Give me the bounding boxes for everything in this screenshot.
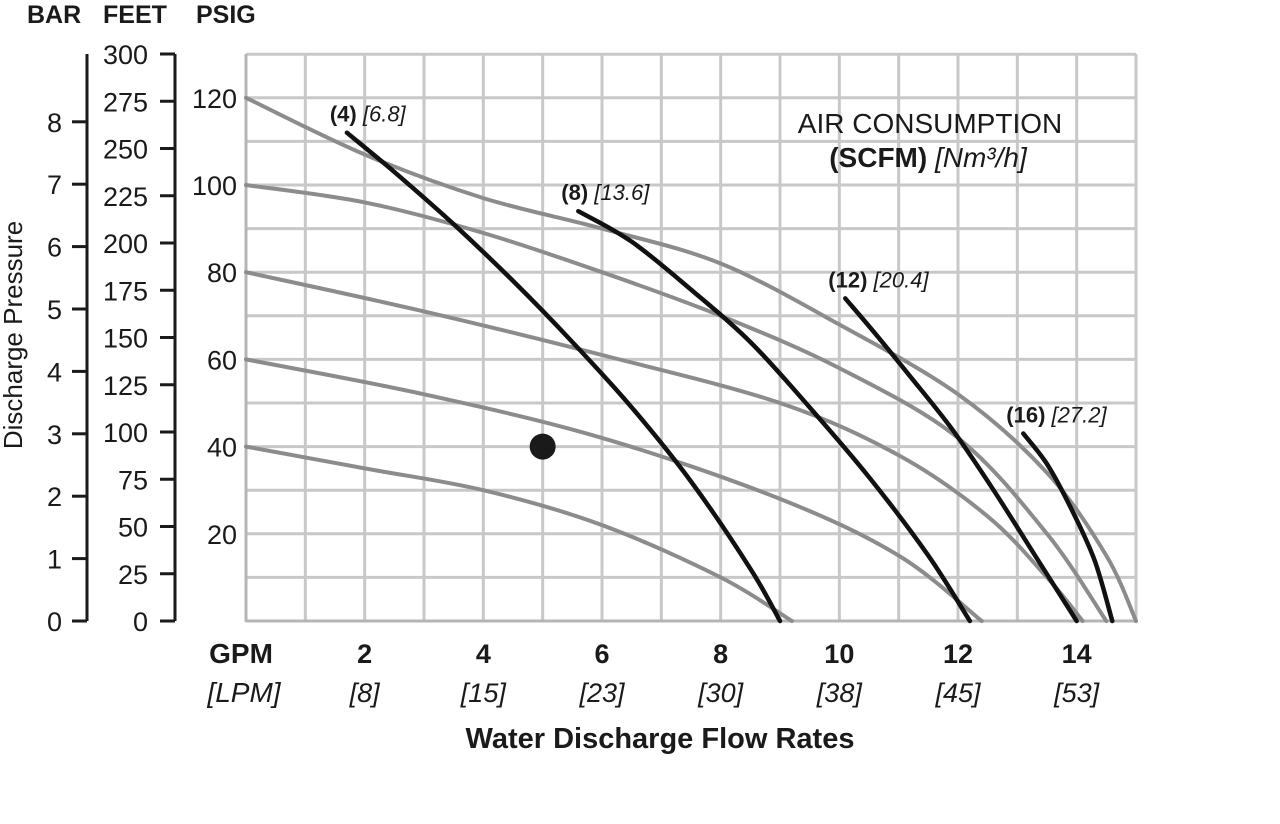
feet-tick-label: 150 (103, 324, 148, 354)
x-tick-label-lpm: [8] (349, 678, 382, 708)
marker-point (529, 433, 556, 460)
air-curve-label-1: (4) [6.8] (330, 102, 407, 127)
air-consumption-labels: (4) [6.8] (8) [13.6] (12) [20.4] (16) [27.2… (330, 102, 1108, 428)
x-tick-label-gpm: 4 (476, 639, 491, 669)
x-tick-label-gpm: 14 (1062, 639, 1092, 669)
air-consumption-curve-4 (1021, 431, 1115, 624)
tick-labels: 2040608010012002550751001251501752002252… (47, 40, 1101, 708)
air-curve-label-4: (16) [27.2] (1006, 403, 1107, 428)
x-tick-label-gpm: 8 (713, 639, 728, 669)
feet-unit-header: FEET (103, 1, 167, 29)
bar-tick-label: 0 (47, 607, 62, 637)
air-curve-label-scfm: (4) (330, 102, 363, 127)
legend-title-nm3h: [Nm³/h] (934, 142, 1028, 173)
air-curve-label-scfm: (16) (1006, 403, 1051, 428)
psig-tick-label: 80 (207, 258, 237, 288)
psig-tick-label: 40 (207, 433, 237, 463)
feet-tick-label: 250 (103, 135, 148, 165)
air-consumption-curve-3 (843, 296, 1079, 624)
x-tick-label-lpm: [30] (697, 678, 745, 708)
air-curve-label-scfm: (8) (561, 180, 594, 205)
feet-tick-label: 0 (133, 607, 148, 637)
x-tick-label-gpm: 12 (943, 639, 973, 669)
air-curve-label-nm3h: [13.6] (593, 180, 650, 205)
air-consumption-curve-1 (344, 130, 783, 624)
x-tick-label-lpm: [15] (460, 678, 508, 708)
air-curve-label-nm3h: [6.8] (362, 102, 407, 127)
axes (85, 54, 1136, 623)
feet-tick-label: 100 (103, 418, 148, 448)
legend-title-scfm: (SCFM) (829, 142, 927, 173)
air-consumption-curve-2 (576, 208, 973, 624)
y-axis-title: Discharge Pressure (0, 221, 28, 449)
feet-tick-label: 125 (103, 371, 148, 401)
feet-tick-label: 25 (118, 560, 148, 590)
feet-tick-label: 75 (118, 465, 148, 495)
x-unit-gpm: GPM (209, 638, 273, 669)
x-tick-label-gpm: 2 (357, 639, 372, 669)
x-tick-label-lpm: [38] (816, 678, 864, 708)
psig-tick-label: 20 (207, 520, 237, 550)
bar-tick-label: 4 (47, 357, 62, 387)
psig-unit-header: PSIG (196, 1, 256, 29)
performance-curve-2 (244, 357, 984, 623)
x-tick-label-lpm: [53] (1053, 678, 1101, 708)
performance-curve-1 (244, 444, 794, 623)
bar-tick-label: 7 (47, 170, 62, 200)
feet-tick-label: 225 (103, 182, 148, 212)
air-curve-label-nm3h: [20.4] (873, 267, 930, 292)
bar-tick-label: 3 (47, 420, 62, 450)
grid-lines (244, 52, 1138, 623)
bar-tick-label: 2 (47, 482, 62, 512)
bar-tick-label: 8 (47, 108, 62, 138)
feet-tick-label: 175 (103, 276, 148, 306)
air-consumption-curves (344, 130, 1115, 624)
air-curve-label-nm3h: [27.2] (1051, 403, 1108, 428)
x-tick-label-gpm: 6 (594, 639, 609, 669)
bar-tick-label: 6 (47, 233, 62, 263)
feet-tick-label: 300 (103, 40, 148, 70)
air-curve-label-2: (8) [13.6] (561, 180, 650, 205)
legend-title-line1: AIR CONSUMPTION (798, 108, 1062, 139)
bar-unit-header: BAR (27, 1, 81, 29)
bar-tick-label: 5 (47, 295, 62, 325)
air-curve-label-scfm: (12) (828, 267, 873, 292)
feet-tick-label: 200 (103, 229, 148, 259)
psig-tick-label: 100 (192, 171, 237, 201)
feet-tick-label: 50 (118, 513, 148, 543)
x-tick-label-lpm: [23] (578, 678, 626, 708)
performance-curve-3 (244, 270, 1085, 623)
legend-title-line2: (SCFM) [Nm³/h] (829, 142, 1028, 173)
psig-tick-label: 60 (207, 345, 237, 375)
feet-tick-label: 275 (103, 87, 148, 117)
x-tick-label-gpm: 10 (824, 639, 854, 669)
x-unit-lpm: [LPM] (206, 677, 281, 708)
x-tick-label-lpm: [45] (934, 678, 982, 708)
psig-tick-label: 120 (192, 84, 237, 114)
air-curve-label-3: (12) [20.4] (828, 267, 929, 292)
x-axis-title: Water Discharge Flow Rates (466, 723, 855, 755)
bar-tick-label: 1 (47, 545, 62, 575)
